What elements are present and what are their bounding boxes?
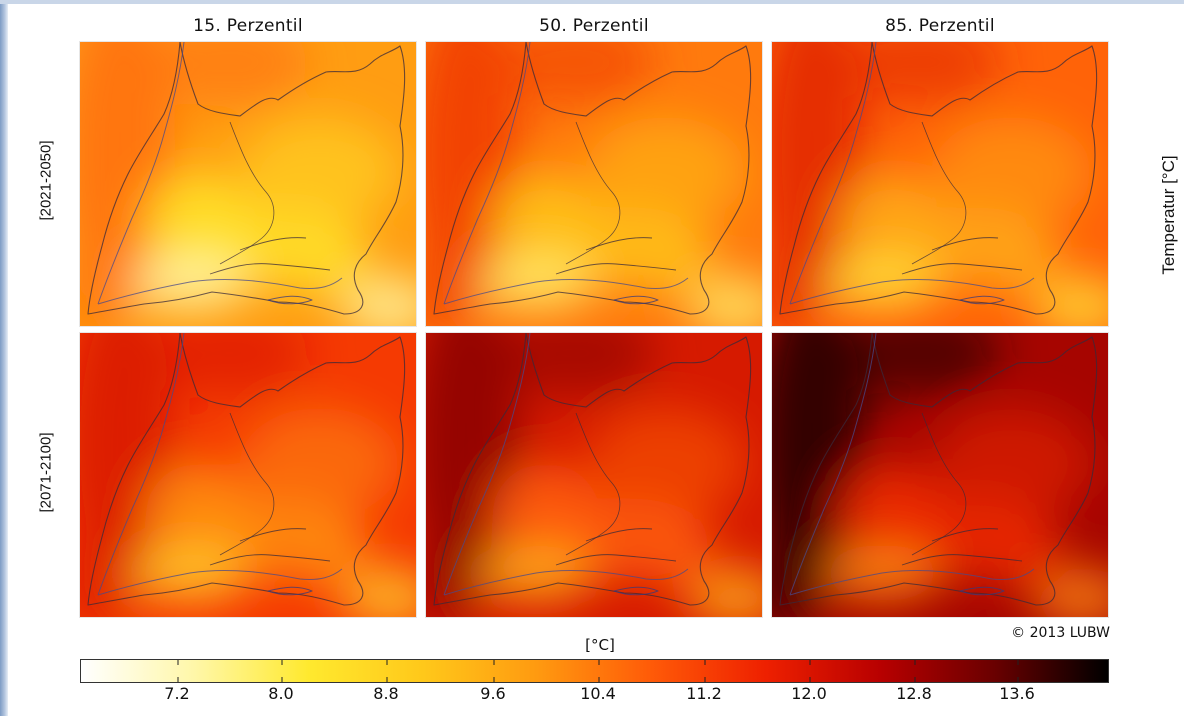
colorbar-tick-label: 9.6 bbox=[480, 684, 506, 703]
colorbar-fill bbox=[81, 660, 1108, 682]
row-label-2021-2050: [2021-2050] bbox=[37, 140, 55, 221]
colorbar-tick-label: 12.0 bbox=[791, 684, 827, 703]
map-panel-2021-2050-50th-percentile bbox=[426, 42, 762, 326]
column-title-p50: 50. Perzentil bbox=[539, 16, 649, 36]
map-panel-2071-2100-50th-percentile bbox=[426, 333, 762, 617]
colorbar-axis-title: Temperatur [°C] bbox=[1159, 155, 1178, 275]
map-panel-2021-2050-85th-percentile bbox=[772, 42, 1108, 326]
map-panel-2071-2100-85th-percentile bbox=[772, 333, 1108, 617]
colorbar-tick-label: 12.8 bbox=[896, 684, 932, 703]
colorbar-tick-label: 8.8 bbox=[373, 684, 399, 703]
colorbar bbox=[80, 659, 1109, 683]
colorbar-tick-label: 10.4 bbox=[580, 684, 616, 703]
row-label-2071-2100: [2071-2100] bbox=[37, 432, 55, 513]
colorbar-tick-label: 7.2 bbox=[164, 684, 190, 703]
window-top-edge bbox=[0, 0, 1184, 4]
copyright-notice: © 2013 LUBW bbox=[1011, 625, 1110, 641]
temperature-field bbox=[426, 333, 762, 617]
colorbar-tick-label: 8.0 bbox=[268, 684, 294, 703]
colorbar-gradient bbox=[81, 660, 1108, 682]
map-panel-2071-2100-15th-percentile bbox=[80, 333, 416, 617]
temperature-field bbox=[772, 333, 1108, 617]
window-edge bbox=[0, 0, 8, 716]
map-panel-2021-2050-15th-percentile bbox=[80, 42, 416, 326]
column-title-p15: 15. Perzentil bbox=[193, 16, 303, 36]
colorbar-unit-label: [°C] bbox=[585, 636, 615, 654]
temperature-field bbox=[80, 42, 416, 326]
temperature-field bbox=[426, 42, 762, 326]
temperature-field bbox=[80, 333, 416, 617]
colorbar-tick-label: 13.6 bbox=[999, 684, 1035, 703]
column-title-p85: 85. Perzentil bbox=[885, 16, 995, 36]
colorbar-tick-label: 11.2 bbox=[686, 684, 722, 703]
temperature-field bbox=[772, 42, 1108, 326]
